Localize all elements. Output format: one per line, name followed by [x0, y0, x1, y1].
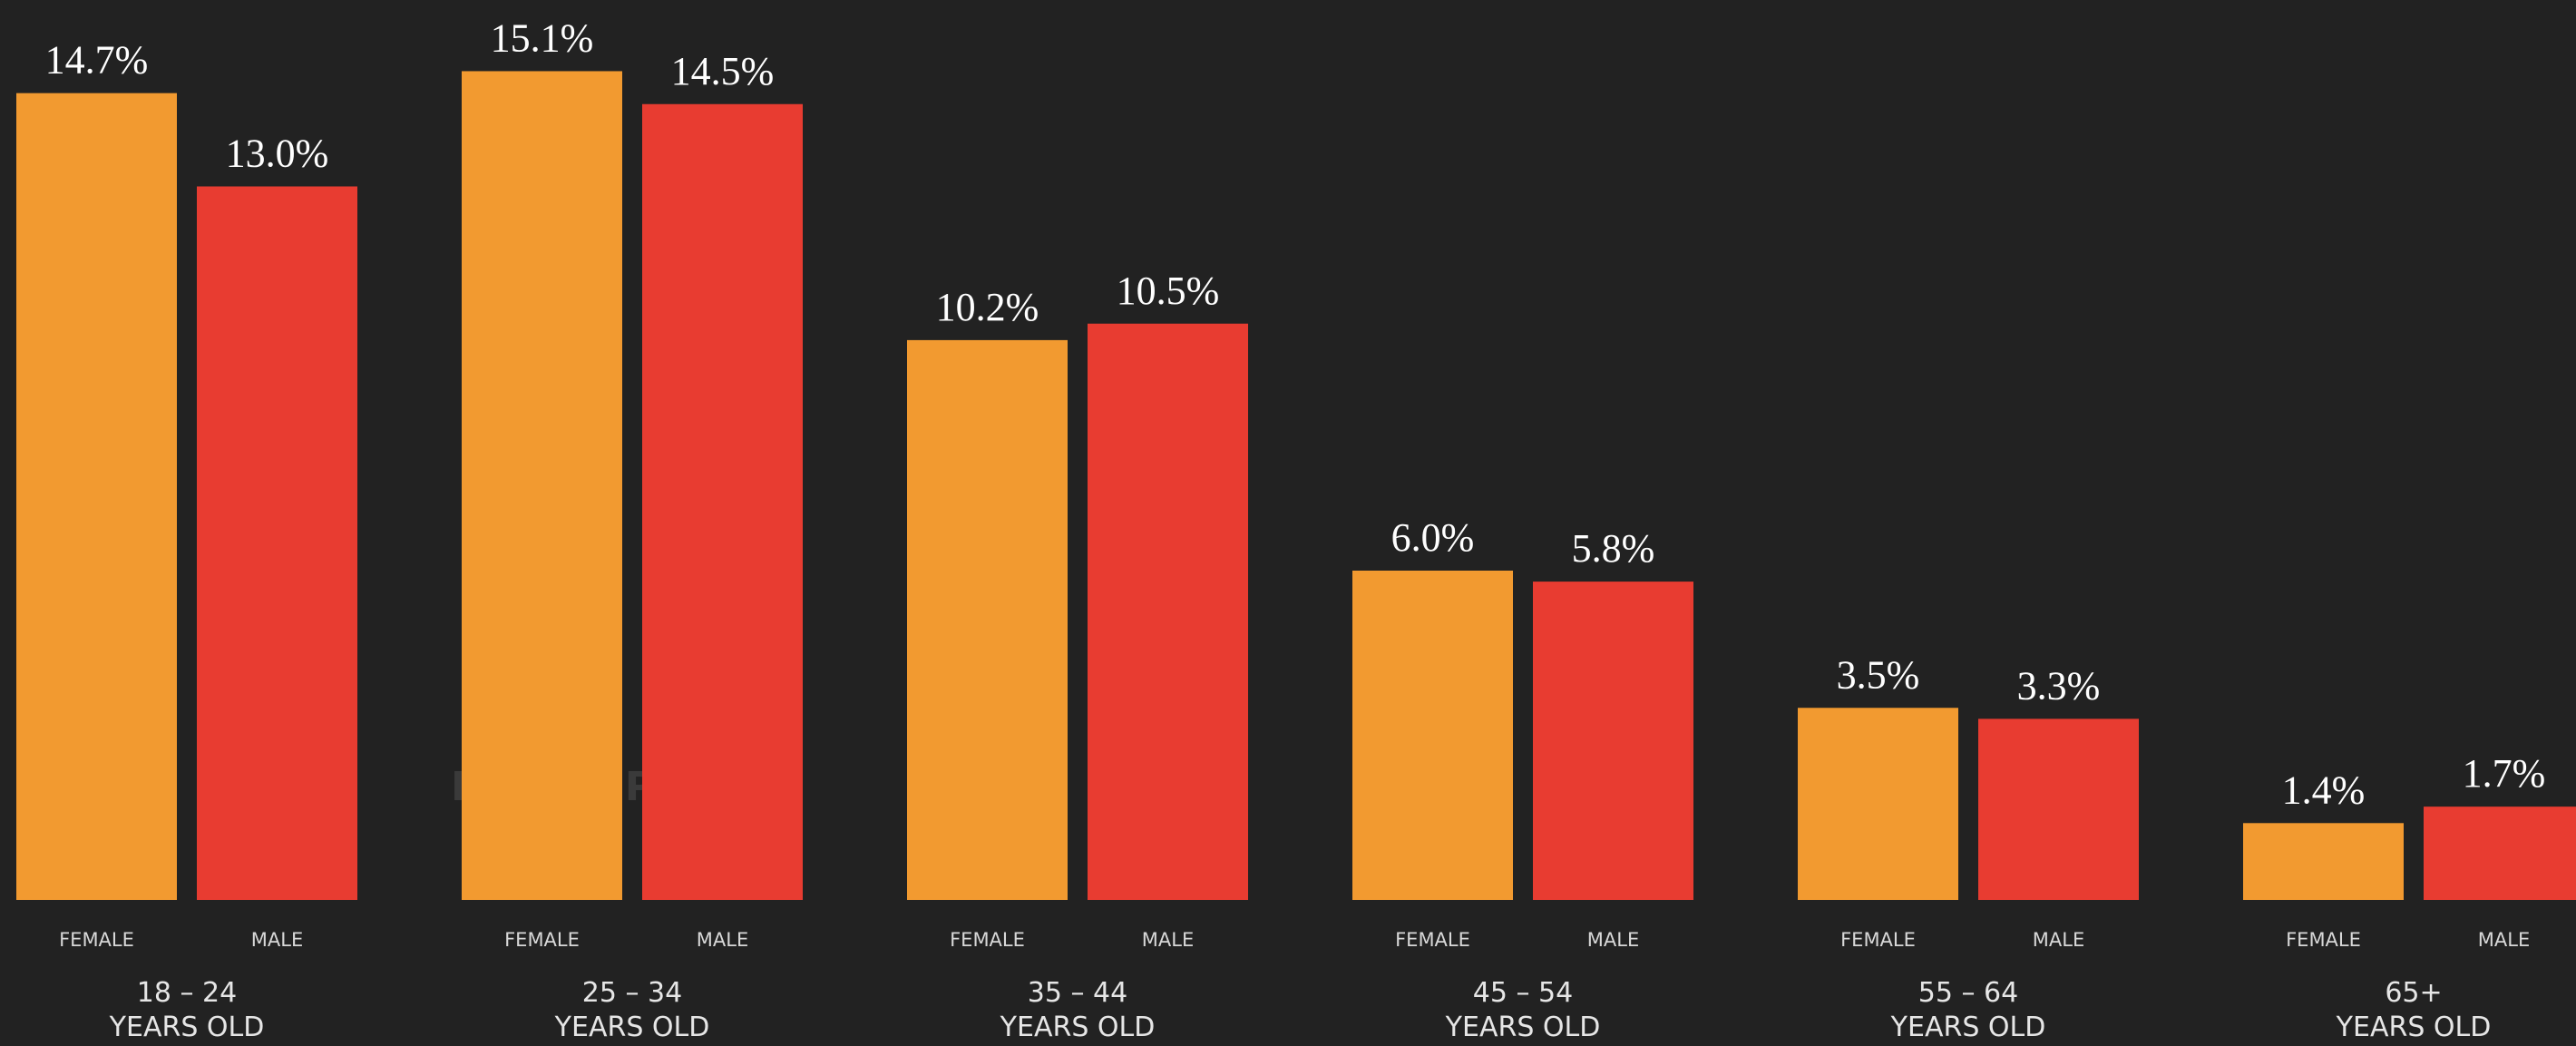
category-label: 25 – 34 YEARS OLD — [554, 977, 710, 1043]
series-label: MALE — [1587, 929, 1639, 951]
value-label: 3.5% — [1837, 652, 1920, 697]
category-label: 55 – 64 YEARS OLD — [1890, 977, 2046, 1043]
category-label: 45 – 54 YEARS OLD — [1445, 977, 1601, 1043]
series-label: FEMALE — [2286, 929, 2361, 951]
category-label: 18 – 24 YEARS OLD — [109, 977, 265, 1043]
value-label: 3.3% — [2017, 663, 2101, 708]
series-label: FEMALE — [504, 929, 580, 951]
value-label: 1.7% — [2463, 751, 2546, 796]
bar — [1533, 582, 1693, 900]
bar — [16, 93, 177, 900]
value-label: 14.5% — [671, 49, 775, 93]
bar — [1978, 719, 2139, 900]
value-label: 10.5% — [1117, 269, 1220, 313]
bar — [2424, 806, 2576, 900]
bar — [462, 71, 622, 900]
bar — [197, 186, 357, 900]
bar — [1798, 708, 1958, 900]
value-label: 13.0% — [226, 132, 329, 176]
bar — [1088, 323, 1248, 900]
series-label: FEMALE — [950, 929, 1025, 951]
value-label: 1.4% — [2282, 767, 2366, 812]
category-label: 65+ YEARS OLD — [2336, 977, 2492, 1043]
bar — [907, 339, 1068, 900]
bar — [642, 103, 803, 900]
value-label: 6.0% — [1391, 515, 1475, 560]
value-label: 10.2% — [936, 285, 1039, 329]
series-label: MALE — [2478, 929, 2530, 951]
value-label: 15.1% — [491, 15, 594, 60]
series-label: FEMALE — [59, 929, 134, 951]
value-label: 5.8% — [1572, 526, 1655, 571]
bar — [1352, 571, 1513, 900]
series-label: MALE — [697, 929, 748, 951]
bar — [2243, 823, 2404, 900]
series-label: FEMALE — [1395, 929, 1470, 951]
category-label: 35 – 44 YEARS OLD — [1000, 977, 1156, 1043]
series-label: FEMALE — [1840, 929, 1916, 951]
series-label: MALE — [251, 929, 303, 951]
series-label: MALE — [1142, 929, 1194, 951]
value-label: 14.7% — [45, 38, 149, 83]
series-label: MALE — [2033, 929, 2084, 951]
